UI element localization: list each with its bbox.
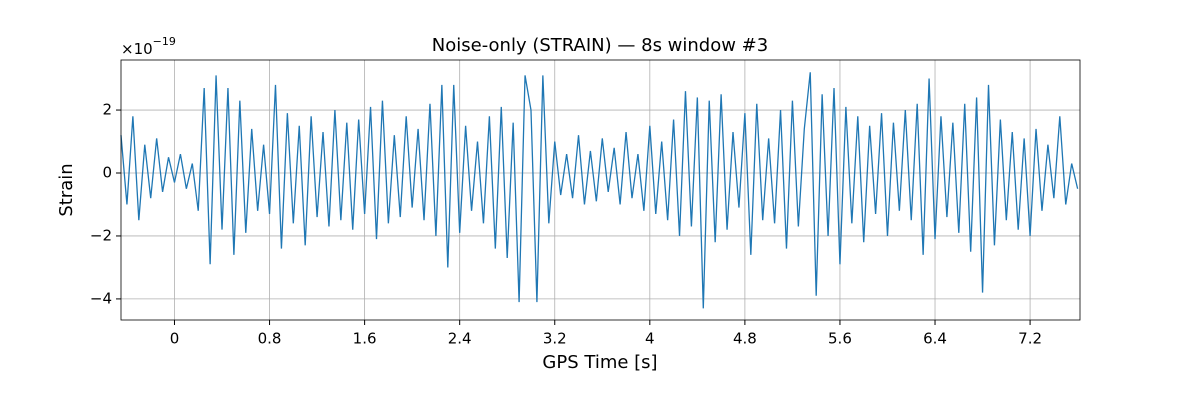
x-axis-label: GPS Time [s]	[542, 352, 657, 373]
x-tick-label: 0.8	[258, 330, 282, 348]
x-tick-label: 2.4	[448, 330, 472, 348]
x-tick-label: 1.6	[353, 330, 377, 348]
x-tick-label: 0	[170, 330, 180, 348]
y-tick-label: −4	[90, 289, 112, 307]
x-tick-label: 4	[645, 330, 655, 348]
y-tick-label: 0	[102, 164, 112, 182]
y-tick-label: 2	[102, 101, 112, 119]
y-tick-label: −2	[90, 226, 112, 244]
y-offset-text: ×10−19	[121, 35, 176, 58]
x-tick-label: 4.8	[733, 330, 757, 348]
x-tick-label: 7.2	[1018, 330, 1042, 348]
offset-base: ×10	[121, 40, 153, 58]
y-axis-label: Strain	[56, 163, 77, 216]
chart-title: Noise-only (STRAIN) — 8s window #3	[432, 35, 768, 56]
offset-exponent: −19	[153, 35, 176, 48]
plot-frame	[120, 59, 1081, 321]
x-tick-label: 5.6	[828, 330, 852, 348]
data-line	[120, 72, 1079, 309]
x-tick-label: 6.4	[923, 330, 947, 348]
x-tick-label: 3.2	[543, 330, 567, 348]
